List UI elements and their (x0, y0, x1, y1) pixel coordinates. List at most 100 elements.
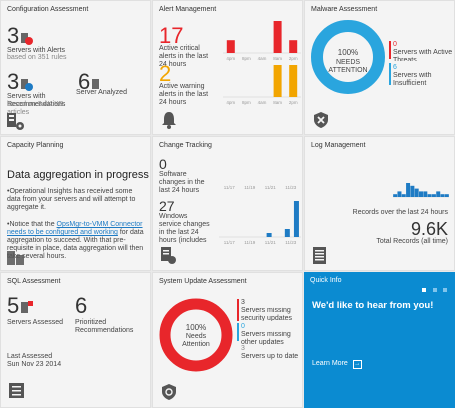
insufficient-marker (389, 63, 391, 85)
tile-title: SQL Assessment (7, 278, 61, 285)
axis-tick-label: 11/17 (224, 185, 235, 190)
donut-percent: 100% (337, 48, 359, 57)
axis-tick-label: 4pm (226, 100, 235, 105)
axis-tick-label: 11/19 (244, 240, 255, 245)
arrow-right-icon: → (352, 360, 362, 369)
last-assessed-label: Last Assessed (7, 353, 53, 360)
warning-alerts-chart: 4pm 8pm 4am 8am 2pm (223, 65, 301, 105)
chart-bar (423, 191, 428, 197)
axis-tick-label: 11/21 (265, 240, 276, 245)
windows-changes-count: 27 (159, 198, 175, 214)
tile-log-management[interactable]: Log Management Records over the last 24 … (304, 136, 455, 271)
sql-server-icon (21, 301, 33, 313)
tile-title: Alert Management (159, 6, 217, 13)
tile-change-tracking[interactable]: Change Tracking 0 Software changes in th… (152, 136, 303, 271)
servers-alerts-sub: based on 351 rules (7, 54, 67, 61)
active-threats-label: Servers with Active Threats (393, 49, 453, 61)
chart-bar (289, 40, 298, 53)
critical-alerts-chart: 4pm 8pm 4am 8am 2pm (223, 21, 301, 61)
chart-bar (401, 194, 406, 197)
donut-percent: 100% (185, 323, 207, 332)
total-records-value: 9.6K (410, 219, 448, 239)
log-records-chart (393, 183, 449, 198)
shield-icon (314, 112, 328, 128)
servers-analyzed-count: 6 (78, 69, 91, 94)
missing-other-count: 0 (241, 323, 245, 330)
missing-other-label: Servers missing other updates (241, 331, 291, 345)
change-tracking-icon (161, 247, 176, 264)
chart-bar (226, 40, 235, 53)
server-info-icon (21, 79, 33, 91)
servers-recs-sub: based on 3.4K KB articles (7, 101, 64, 116)
active-threats-marker (389, 41, 391, 59)
windows-changes-label: Windows service changes in the last 24 h… (159, 213, 210, 244)
chart-bar (406, 183, 411, 197)
pager-dot-3[interactable] (443, 288, 447, 292)
chart-bar (436, 191, 441, 197)
up-to-date-label: Servers up to date (241, 353, 299, 360)
axis-tick-label: 11/23 (285, 240, 296, 245)
missing-security-count: 3 (241, 299, 245, 306)
critical-alert-label: Active critical alerts in the last 24 ho… (159, 45, 209, 68)
software-changes-count: 0 (159, 156, 167, 172)
chart-bar (431, 194, 436, 197)
records-label: Records over the last 24 hours (352, 209, 448, 216)
chart-bar (393, 194, 398, 197)
axis-tick-label: 4pm (226, 56, 235, 61)
active-threats-count: 0 (393, 41, 397, 48)
chart-bar (293, 201, 299, 237)
chart-bar (273, 21, 282, 53)
axis-tick-label: 4am (258, 56, 267, 61)
total-records-label: Total Records (all time) (376, 238, 448, 245)
tile-malware-assessment[interactable]: Malware Assessment 100% NEEDS ATTENTION … (304, 0, 455, 135)
checklist-icon (9, 383, 24, 398)
tile-alert-management[interactable]: Alert Management 17 Active critical aler… (152, 0, 303, 135)
log-icon (313, 247, 326, 264)
software-changes-label: Software changes in the last 24 hours (159, 171, 205, 194)
chart-bar (397, 191, 402, 197)
servers-alerts-label: Servers with Alerts (7, 47, 65, 54)
donut-label: NEEDS ATTENTION (328, 59, 368, 74)
axis-tick-label: 2pm (289, 100, 298, 105)
chart-bar (266, 233, 272, 237)
axis-tick-label: 11/19 (244, 185, 255, 190)
tile-sql-assessment[interactable]: SQL Assessment 5 Servers Assessed 6 Prio… (0, 272, 151, 408)
chart-bar (289, 65, 298, 97)
tile-quick-info[interactable]: Quick Info We'd like to hear from you! L… (304, 272, 455, 408)
tile-configuration-assessment[interactable]: Configuration Assessment 3 Servers with … (0, 0, 151, 135)
capacity-icon (7, 251, 24, 265)
axis-tick-label: 8pm (242, 100, 251, 105)
chart-bar (414, 188, 419, 197)
tile-title: System Update Assessment (159, 278, 247, 285)
servers-analyzed-label: Server Analyzed (76, 89, 127, 96)
pager-dot-2[interactable] (432, 288, 437, 292)
aggregation-bullet-2: •Notice that the OpsMgr-to-VMM Connector… (7, 221, 144, 260)
sql-servers-assessed-count: 5 (7, 293, 20, 318)
aggregation-heading: Data aggregation in progress (7, 169, 149, 181)
learn-more-link[interactable]: Learn More → (312, 360, 362, 369)
tile-title: Configuration Assessment (7, 6, 89, 13)
critical-alert-count: 17 (159, 23, 184, 48)
tile-capacity-planning[interactable]: Capacity Planning Data aggregation in pr… (0, 136, 151, 271)
quick-info-pager (420, 279, 447, 297)
software-changes-axis: 11/17 11/19 11/21 11/23 (224, 185, 297, 190)
tile-system-update-assessment[interactable]: System Update Assessment 100% Needs Atte… (152, 272, 303, 408)
chart-bar (410, 185, 415, 197)
chart-bar (444, 194, 449, 197)
donut-label: Needs Attention (182, 333, 210, 348)
chart-bar (427, 194, 432, 197)
axis-tick-label: 2pm (289, 56, 298, 61)
missing-other-marker (237, 323, 239, 341)
server-alert-icon (21, 33, 33, 45)
vmm-connector-link[interactable]: OpsMgr-to-VMM Connector needs to be conf… (7, 221, 143, 236)
configuration-icon (7, 113, 24, 130)
pager-dot-1[interactable] (422, 288, 427, 292)
server-icon (92, 79, 99, 89)
axis-tick-label: 4am (258, 100, 267, 105)
axis-tick-label: 8pm (242, 56, 251, 61)
quick-info-heading: We'd like to hear from you! (312, 300, 434, 311)
tile-title: Log Management (311, 142, 366, 149)
missing-security-marker (237, 299, 239, 321)
up-to-date-count: 3 (241, 345, 245, 352)
